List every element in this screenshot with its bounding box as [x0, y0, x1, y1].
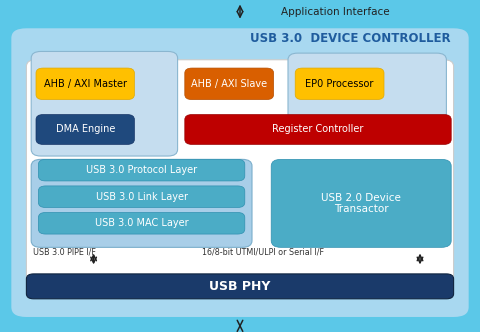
FancyBboxPatch shape [10, 27, 470, 319]
FancyBboxPatch shape [31, 51, 178, 156]
Text: USB PHY: USB PHY [209, 280, 271, 293]
Text: EP0 Processor: EP0 Processor [305, 79, 374, 89]
Text: USB 2.0 Device
Transactor: USB 2.0 Device Transactor [321, 193, 401, 214]
Text: DMA Engine: DMA Engine [56, 124, 115, 134]
Text: AHB / AXI Slave: AHB / AXI Slave [191, 79, 267, 89]
FancyBboxPatch shape [38, 159, 245, 181]
FancyBboxPatch shape [36, 68, 134, 100]
FancyBboxPatch shape [38, 212, 245, 234]
Text: AHB / AXI Master: AHB / AXI Master [44, 79, 127, 89]
FancyBboxPatch shape [26, 60, 454, 286]
FancyBboxPatch shape [295, 68, 384, 100]
Text: USB 3.0 Link Layer: USB 3.0 Link Layer [96, 192, 188, 202]
FancyBboxPatch shape [185, 115, 451, 144]
Text: 16/8-bit UTMI/ULPI or Serial I/F: 16/8-bit UTMI/ULPI or Serial I/F [202, 247, 324, 256]
FancyBboxPatch shape [31, 159, 252, 247]
Text: USB 3.0  DEVICE CONTROLLER: USB 3.0 DEVICE CONTROLLER [250, 32, 451, 45]
FancyBboxPatch shape [38, 186, 245, 208]
Text: USB 3.0 MAC Layer: USB 3.0 MAC Layer [95, 218, 189, 228]
FancyBboxPatch shape [36, 115, 134, 144]
Text: Application Interface: Application Interface [281, 7, 389, 17]
FancyBboxPatch shape [26, 274, 454, 299]
Text: USB 3.0 Protocol Layer: USB 3.0 Protocol Layer [86, 165, 197, 175]
Text: USB 3.0 PIPE I/F: USB 3.0 PIPE I/F [33, 247, 96, 256]
FancyBboxPatch shape [288, 53, 446, 134]
Text: Register Controller: Register Controller [272, 124, 364, 134]
FancyBboxPatch shape [271, 159, 451, 247]
FancyBboxPatch shape [185, 68, 274, 100]
